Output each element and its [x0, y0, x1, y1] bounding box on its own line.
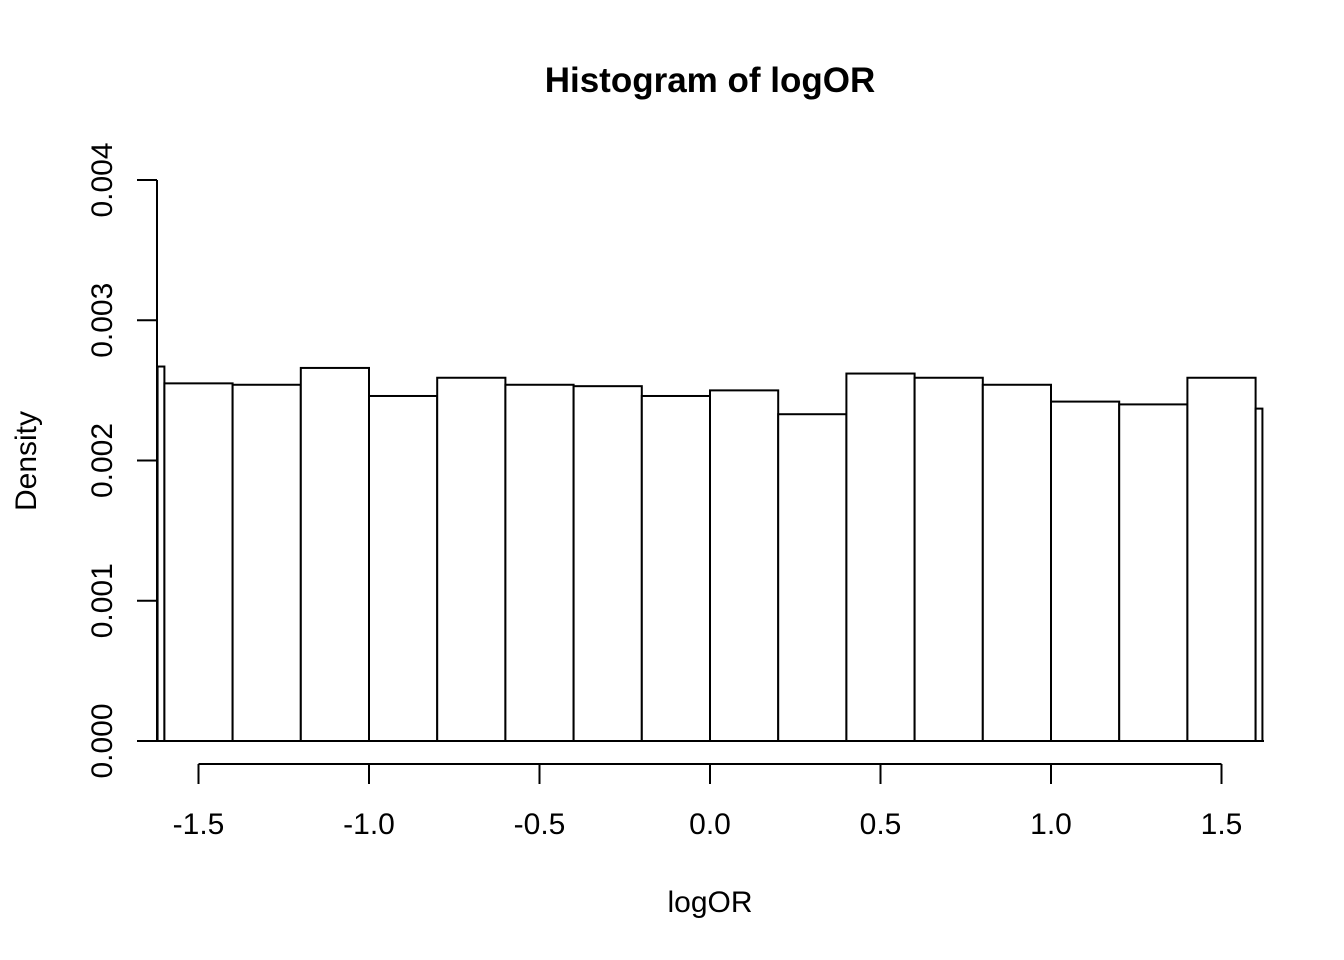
histogram-bar-4 [368, 394, 439, 742]
x-tick-label: -1.0 [343, 808, 395, 841]
histogram-bar-17 [1254, 407, 1264, 742]
y-axis: 0.000 0.001 0.002 0.003 0.004 [86, 142, 158, 779]
x-tick-label: 0.0 [689, 808, 731, 841]
histogram-bar-14 [1050, 400, 1121, 742]
x-axis: -1.5 -1.0 -0.5 0.0 0.5 1.0 1.5 [173, 763, 1243, 841]
histogram-bar-10 [777, 413, 848, 742]
x-tick-label: 1.5 [1201, 808, 1243, 841]
y-axis-label: Density [10, 411, 43, 511]
x-tick-label: -1.5 [173, 808, 225, 841]
x-tick-label: 0.5 [860, 808, 902, 841]
histogram-bar-2 [231, 383, 302, 742]
histogram-bar-8 [640, 394, 711, 742]
y-tick-label: 0.000 [86, 703, 119, 778]
histogram-bar-12 [913, 376, 984, 742]
histogram-bar-15 [1118, 403, 1189, 742]
y-tick-label: 0.002 [86, 423, 119, 498]
histogram-bar-3 [299, 366, 370, 742]
histogram-bar-7 [572, 385, 643, 742]
histogram-bar-9 [709, 389, 780, 742]
histogram-bar-1 [163, 382, 234, 742]
x-axis-label: logOR [667, 886, 752, 919]
y-tick-label: 0.004 [86, 142, 119, 217]
bars-group [156, 365, 1264, 742]
histogram-bar-13 [981, 383, 1052, 742]
x-tick-label: -0.5 [514, 808, 566, 841]
histogram-bar-6 [504, 383, 575, 742]
histogram-bar-11 [845, 372, 916, 742]
y-tick-label: 0.003 [86, 283, 119, 358]
histogram-bar-5 [436, 376, 507, 742]
histogram-bar-16 [1186, 376, 1257, 742]
x-tick-label: 1.0 [1030, 808, 1072, 841]
y-tick-label: 0.001 [86, 563, 119, 638]
chart-title: Histogram of logOR [545, 61, 876, 100]
histogram-bar-0 [156, 365, 166, 742]
